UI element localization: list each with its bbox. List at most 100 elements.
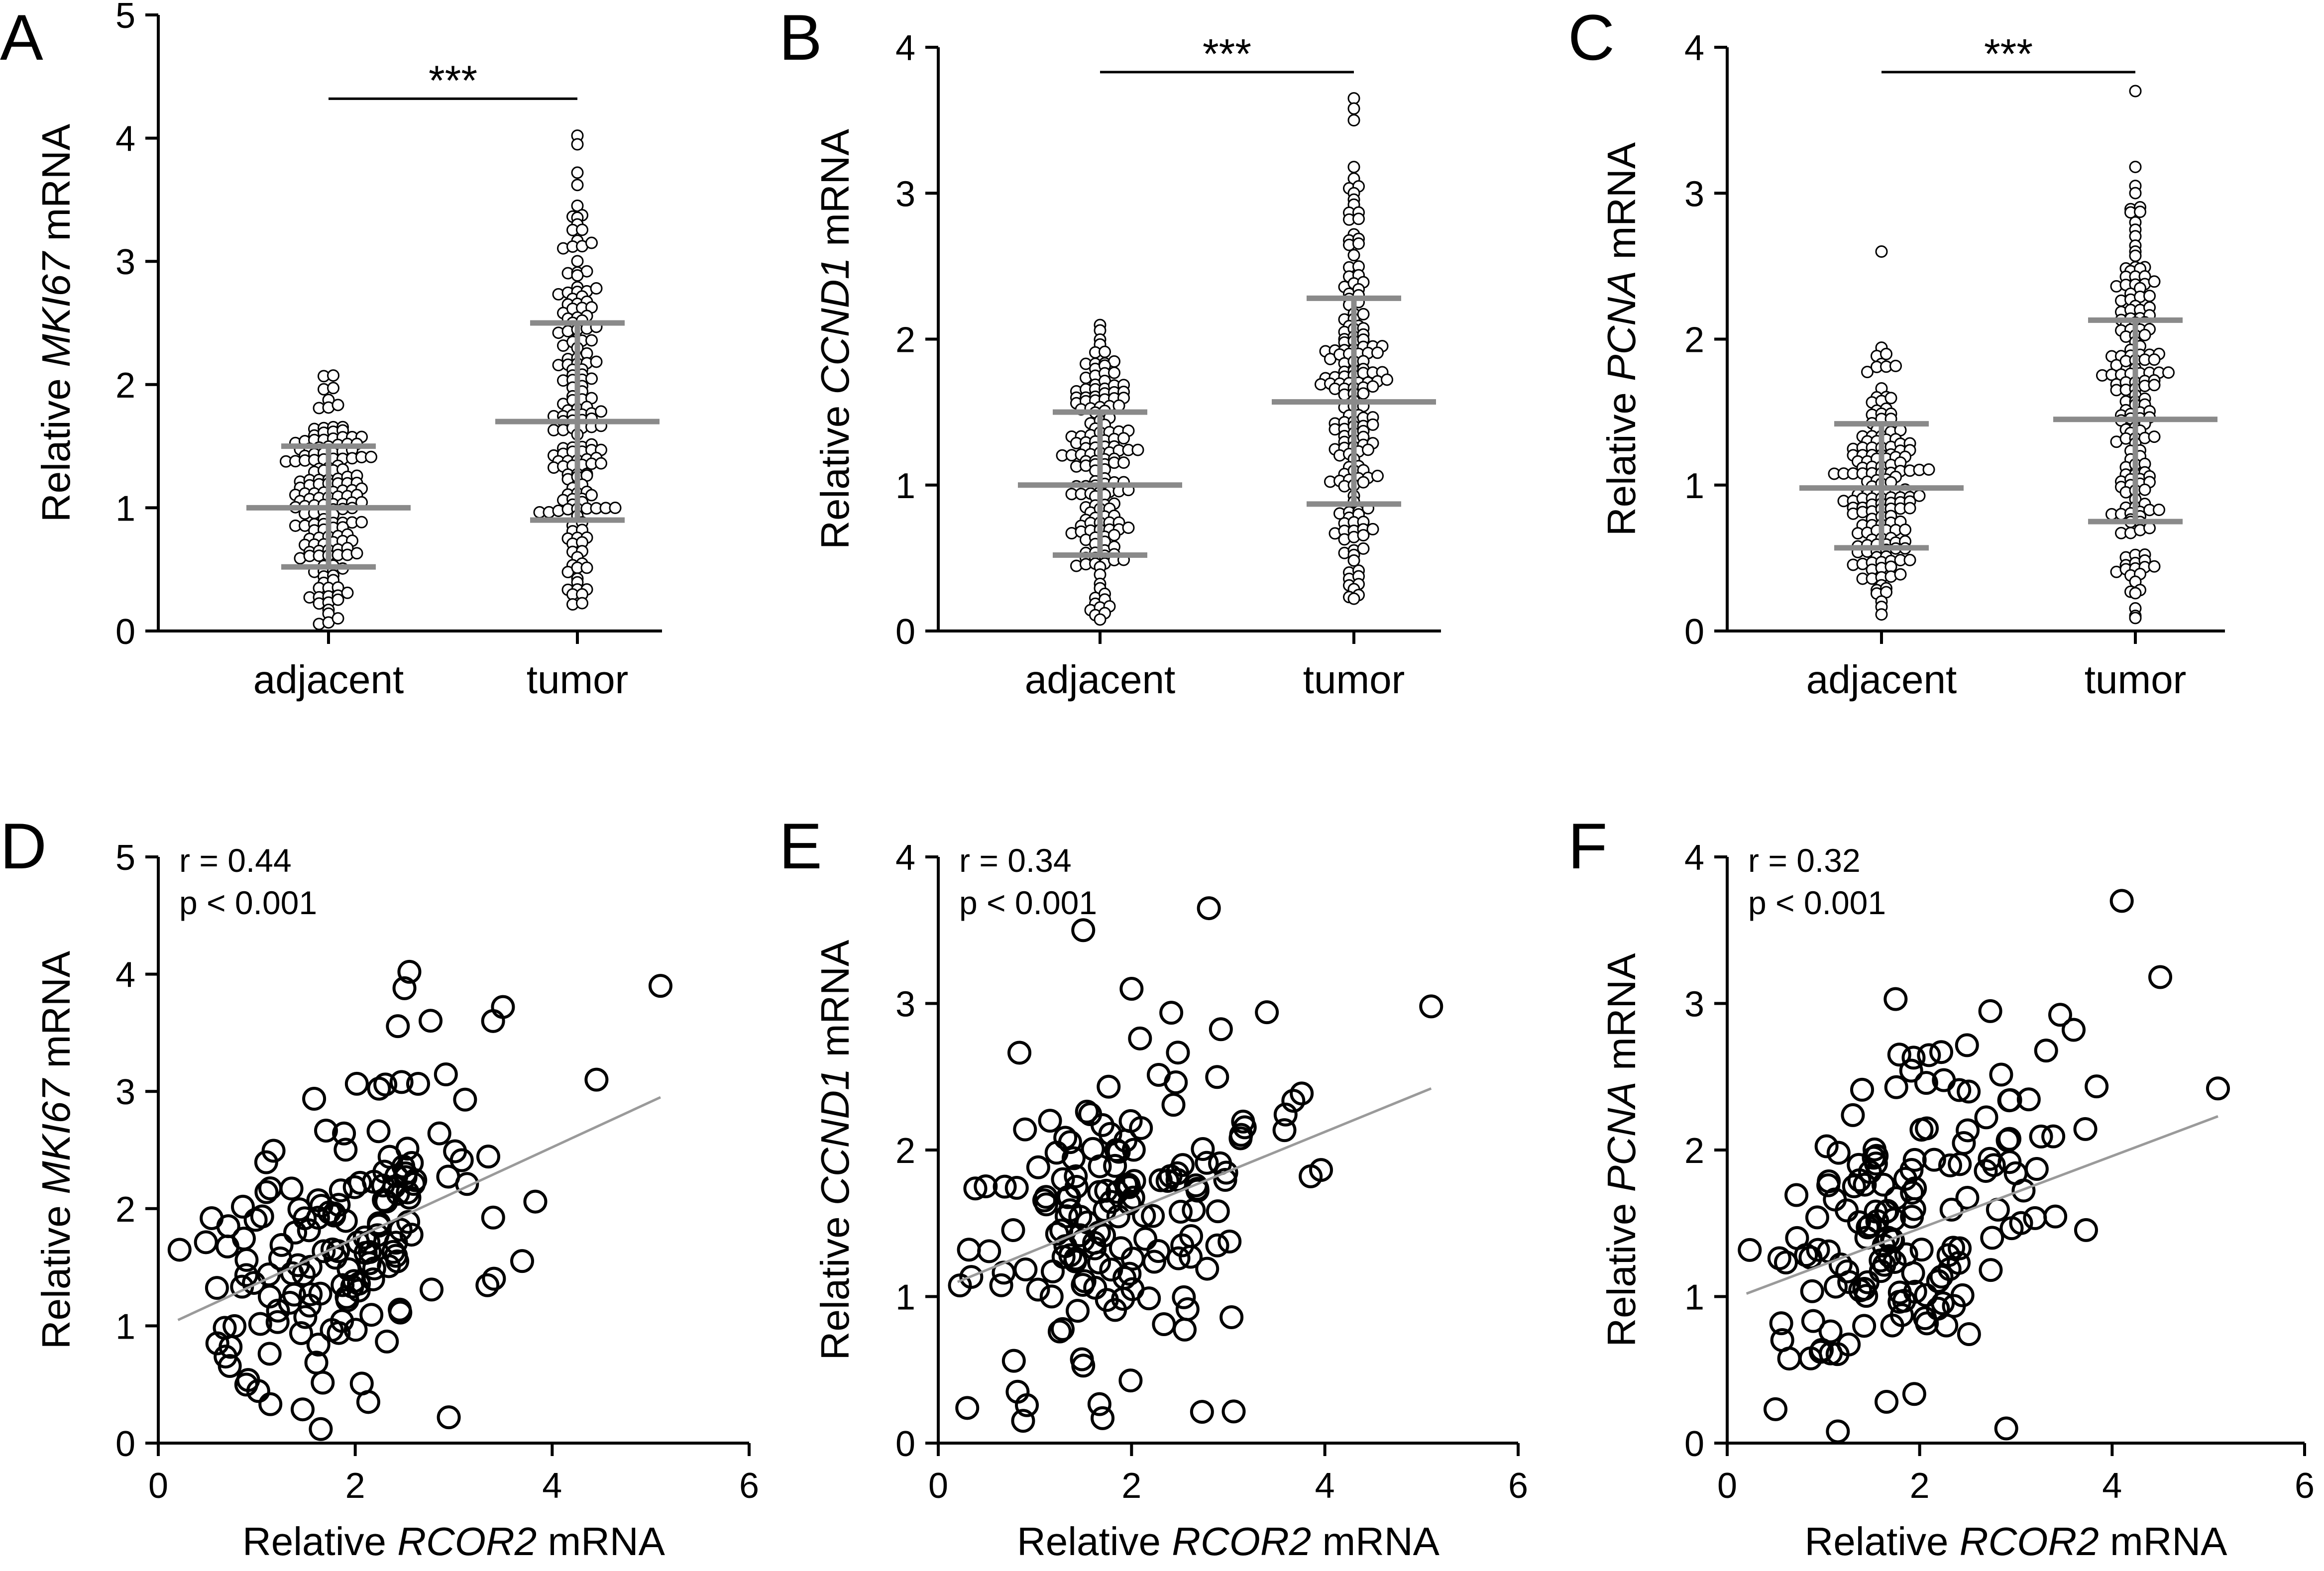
data-point xyxy=(1221,1399,1246,1424)
data-point xyxy=(2153,504,2165,517)
data-point xyxy=(1887,1043,1911,1067)
x-tick-label: 4 xyxy=(2102,1466,2122,1506)
data-point xyxy=(293,1305,318,1329)
group-label-adjacent: adjacent xyxy=(253,657,404,702)
data-point xyxy=(1097,1074,1121,1099)
data-point xyxy=(384,1231,408,1255)
data-point xyxy=(327,382,339,395)
data-point xyxy=(1997,1088,2021,1113)
data-point xyxy=(1070,1347,1094,1371)
y-tick-label: 0 xyxy=(115,1424,135,1464)
data-point xyxy=(1366,380,1379,393)
data-point xyxy=(1175,1297,1200,1321)
data-point xyxy=(382,1174,407,1199)
data-point xyxy=(1814,1134,1839,1158)
y-axis-title-prefix: Relative xyxy=(34,1194,78,1349)
x-axis-title: Relative RCOR2 mRNA xyxy=(242,1519,665,1564)
data-point xyxy=(1884,392,1897,405)
data-point xyxy=(1884,1075,1908,1099)
data-point xyxy=(595,457,607,470)
data-point xyxy=(205,1276,229,1300)
data-point xyxy=(1903,553,1916,566)
data-point xyxy=(331,1273,355,1297)
data-point xyxy=(1362,443,1374,456)
data-point xyxy=(1979,1258,2003,1282)
data-point xyxy=(289,1321,313,1345)
data-point xyxy=(353,1241,378,1265)
data-point xyxy=(1909,1238,1934,1262)
data-point xyxy=(292,1262,316,1286)
data-point xyxy=(2148,353,2161,366)
data-point xyxy=(332,399,344,412)
data-point xyxy=(317,1200,341,1225)
data-point xyxy=(1026,1155,1050,1179)
data-point xyxy=(1366,523,1379,535)
data-point xyxy=(1942,1294,1966,1318)
data-point xyxy=(254,1180,279,1204)
data-point xyxy=(1982,1153,2006,1177)
data-point xyxy=(1013,1117,1037,1142)
data-point xyxy=(584,1067,609,1092)
data-point xyxy=(265,1310,290,1334)
data-point xyxy=(243,1208,268,1232)
data-point xyxy=(476,1145,501,1169)
data-point xyxy=(2023,1206,2047,1230)
x-tick-label: 0 xyxy=(148,1466,168,1506)
y-axis-title-gene: MKI67 xyxy=(34,251,78,367)
data-point xyxy=(1883,987,1908,1011)
data-point xyxy=(1932,1068,1956,1092)
data-point xyxy=(1039,1284,1064,1309)
panel-f: 0 1 2 3 4 Relative PCNA mRNA F 0 2 4 6 Relative RCO… xyxy=(1568,810,2315,1564)
regression-line xyxy=(177,1096,661,1321)
data-point xyxy=(449,1148,474,1172)
data-point xyxy=(1852,1314,1877,1338)
data-point xyxy=(523,1189,548,1214)
data-point xyxy=(1801,1309,1825,1333)
panel-e: 0 1 2 3 4 Relative CCND1 mRNA E 0 2 4 6 Relative RC… xyxy=(779,810,1528,1564)
data-point xyxy=(1934,1313,1959,1338)
data-point xyxy=(1864,1199,1888,1224)
data-point xyxy=(1882,1250,1907,1274)
y-tick-label: 2 xyxy=(895,320,915,360)
data-point xyxy=(1800,1279,1824,1303)
data-point xyxy=(1281,1089,1306,1113)
x-tick-label: 6 xyxy=(1508,1466,1528,1506)
data-point xyxy=(2129,187,2142,200)
data-point xyxy=(2148,275,2161,288)
data-point xyxy=(1852,1276,1877,1301)
data-point xyxy=(419,1009,443,1033)
data-point xyxy=(1171,1153,1195,1177)
data-point xyxy=(1767,1246,1791,1270)
data-point xyxy=(455,1172,479,1196)
data-point xyxy=(2148,430,2161,443)
data-point xyxy=(1051,1167,1075,1191)
data-point xyxy=(1853,1172,1877,1197)
panel-letter: F xyxy=(1568,810,1607,882)
data-point xyxy=(1784,1183,1809,1207)
data-point xyxy=(1166,1246,1191,1270)
data-point xyxy=(1956,1118,1980,1143)
data-point xyxy=(1817,1169,1841,1193)
data-point xyxy=(2129,587,2142,600)
data-point xyxy=(329,1178,353,1203)
data-point xyxy=(648,974,672,998)
data-point xyxy=(194,1230,218,1255)
data-point xyxy=(375,1329,399,1354)
data-point xyxy=(585,489,598,502)
data-point xyxy=(1026,1277,1050,1302)
data-point xyxy=(355,516,368,528)
data-point xyxy=(1978,1147,2002,1171)
x-axis-title-gene: RCOR2 xyxy=(397,1519,537,1564)
data-point xyxy=(1117,1261,1142,1286)
data-point xyxy=(1901,1261,1925,1285)
data-point xyxy=(218,1354,242,1378)
y-tick-label: 0 xyxy=(895,612,915,652)
y-axis-title-gene: CCND1 xyxy=(813,1068,857,1205)
data-point xyxy=(1217,1229,1242,1254)
data-point xyxy=(1922,1148,1946,1172)
data-point xyxy=(234,1263,258,1287)
data-point xyxy=(609,502,622,515)
data-point xyxy=(1087,1251,1111,1275)
data-point xyxy=(1094,613,1107,626)
data-point xyxy=(200,1206,224,1230)
